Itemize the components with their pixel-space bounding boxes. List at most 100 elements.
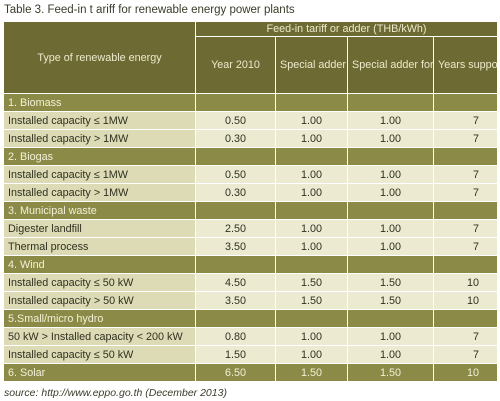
cell-year-2010: 0.80 [195,327,276,346]
category-cell-southern-adder [347,93,434,112]
feed-in-tariff-table: Type of renewable energy Feed-in tariff … [3,21,499,382]
header-year-2010: Year 2010 [195,36,276,94]
table-row: Installed capacity > 1MW 0.30 1.00 1.00 7 [3,129,499,148]
cell-year-2010: 3.50 [195,291,276,310]
header-diesel-adder: Special adder for diesel replacement [275,36,348,94]
source-note: source: http://www.eppo.go.th (December … [4,387,227,399]
cell-southern-adder: 1.00 [347,183,434,202]
category-cell-diesel-adder [275,255,348,274]
cell-years-supported: 10 [432,291,499,310]
cell-diesel-adder: 1.50 [275,273,348,292]
table-row: 50 kW > Installed capacity < 200 kW 0.80 1… [3,327,499,346]
category-cell-diesel-adder [275,309,348,328]
category-row: 3. Municipal waste [3,201,499,220]
category-cell-years-supported [432,309,499,328]
category-cell-years-supported [432,147,499,166]
cell-southern-adder: 1.00 [347,327,434,346]
category-row: 1. Biomass [3,93,499,112]
category-cell-year-2010: 6.50 [195,363,276,382]
cell-years-supported: 7 [432,345,499,364]
table-row: Installed capacity ≤ 1MW 0.50 1.00 1.00 7 [3,111,499,130]
table-row: Digester landfill 2.50 1.00 1.00 7 [3,219,499,238]
table-row: Installed capacity ≤ 1MW 0.50 1.00 1.00 7 [3,165,499,184]
cell-name: Thermal process [3,237,196,256]
category-cell-diesel-adder [275,93,348,112]
cell-southern-adder: 1.50 [347,273,434,292]
cell-diesel-adder: 1.00 [275,183,348,202]
category-cell-years-supported [432,255,499,274]
category-cell-year-2010 [195,255,276,274]
cell-diesel-adder: 1.50 [275,291,348,310]
category-label: 5.Small/micro hydro [3,309,196,328]
cell-name: Installed capacity ≤ 1MW [3,165,196,184]
cell-years-supported: 7 [432,111,499,130]
cell-diesel-adder: 1.00 [275,219,348,238]
cell-year-2010: 0.50 [195,165,276,184]
header-type: Type of renewable energy [3,21,196,94]
cell-diesel-adder: 1.00 [275,165,348,184]
cell-year-2010: 0.50 [195,111,276,130]
cell-southern-adder: 1.00 [347,165,434,184]
category-cell-southern-adder [347,309,434,328]
cell-diesel-adder: 1.00 [275,345,348,364]
cell-years-supported: 7 [432,219,499,238]
category-label: 2. Biogas [3,147,196,166]
category-label: 3. Municipal waste [3,201,196,220]
cell-southern-adder: 1.00 [347,111,434,130]
cell-name: Installed capacity > 1MW [3,183,196,202]
cell-southern-adder: 1.00 [347,345,434,364]
cell-years-supported: 7 [432,327,499,346]
cell-name: Digester landfill [3,219,196,238]
category-label: 1. Biomass [3,93,196,112]
cell-diesel-adder: 1.00 [275,327,348,346]
cell-diesel-adder: 1.00 [275,237,348,256]
cell-diesel-adder: 1.00 [275,111,348,130]
cell-southern-adder: 1.00 [347,219,434,238]
category-row: 5.Small/micro hydro [3,309,499,328]
category-row: 2. Biogas [3,147,499,166]
category-cell-diesel-adder: 1.50 [275,363,348,382]
table-body: 1. Biomass Installed capacity ≤ 1MW 0.50 1.… [3,93,499,382]
table-caption: Table 3. Feed-in t ariff for renewable e… [4,4,295,16]
cell-years-supported: 7 [432,237,499,256]
cell-southern-adder: 1.00 [347,237,434,256]
cell-name: Installed capacity > 50 kW [3,291,196,310]
table-row: Thermal process 3.50 1.00 1.00 7 [3,237,499,256]
category-row: 6. Solar 6.50 1.50 1.50 10 [3,363,499,382]
cell-name: Installed capacity > 1MW [3,129,196,148]
category-cell-diesel-adder [275,201,348,220]
category-cell-year-2010 [195,201,276,220]
cell-years-supported: 7 [432,129,499,148]
cell-years-supported: 7 [432,183,499,202]
cell-southern-adder: 1.00 [347,129,434,148]
cell-year-2010: 1.50 [195,345,276,364]
category-cell-southern-adder [347,255,434,274]
cell-year-2010: 3.50 [195,237,276,256]
category-cell-diesel-adder [275,147,348,166]
cell-years-supported: 10 [432,273,499,292]
table-row: Installed capacity > 50 kW 3.50 1.50 1.50 10 [3,291,499,310]
table-row: Installed capacity ≤ 50 kW 1.50 1.00 1.00 7 [3,345,499,364]
cell-years-supported: 7 [432,165,499,184]
cell-name: Installed capacity ≤ 50 kW [3,345,196,364]
header-tariff-group: Feed-in tariff or adder (THB/kWh) [194,21,499,37]
category-cell-years-supported [432,93,499,112]
table-row: Installed capacity ≤ 50 kW 4.50 1.50 1.50 10 [3,273,499,292]
table-row: Installed capacity > 1MW 0.30 1.00 1.00 7 [3,183,499,202]
category-cell-years-supported: 10 [432,363,499,382]
category-cell-southern-adder [347,201,434,220]
cell-year-2010: 0.30 [195,183,276,202]
category-cell-years-supported [432,201,499,220]
category-cell-year-2010 [195,309,276,328]
category-cell-year-2010 [195,93,276,112]
category-cell-southern-adder: 1.50 [347,363,434,382]
category-cell-southern-adder [347,147,434,166]
category-row: 4. Wind [3,255,499,274]
cell-name: Installed capacity ≤ 50 kW [3,273,196,292]
category-cell-year-2010 [195,147,276,166]
header-years-supported: Years supported [432,36,499,94]
category-label: 4. Wind [3,255,196,274]
category-label: 6. Solar [3,363,196,382]
cell-name: Installed capacity ≤ 1MW [3,111,196,130]
header-southern-adder: Special adder for three southernmost pro… [347,36,434,94]
